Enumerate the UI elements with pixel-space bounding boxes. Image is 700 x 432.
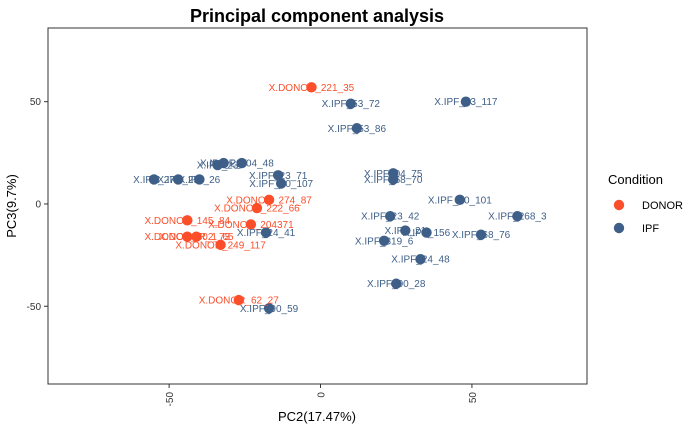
point-label: X.DONOR_222_66 <box>214 204 300 215</box>
legend-title: Condition <box>608 172 663 187</box>
point-ipf <box>512 211 523 222</box>
point-donor <box>306 82 317 93</box>
point-ipf <box>378 235 390 246</box>
point-donor <box>233 294 244 306</box>
point-label: X.DONOR_1_65 <box>159 232 234 243</box>
point-label: X.IPF_04_75 <box>364 169 423 180</box>
point-label: X.IPF_156 <box>403 228 451 239</box>
point-ipf <box>391 278 402 289</box>
point-label: X.DONOR_204371 <box>208 220 294 231</box>
legend: Condition DONOR IPF <box>608 172 683 235</box>
point-ipf <box>275 178 287 189</box>
point-ipf <box>148 174 160 185</box>
point-donor <box>191 231 202 242</box>
point-labels: X.DONOR_221_35 X.DONOR_274_87X.DONOR_222_… <box>133 83 547 315</box>
point-ipf <box>236 157 247 169</box>
point-ipf <box>345 98 357 109</box>
x-axis-label: PC2(17.47%) <box>278 409 356 424</box>
point-ipf <box>388 174 399 185</box>
point-ipf <box>460 96 472 107</box>
point-label: X.IPF_20_107 <box>249 179 313 190</box>
y-tick-label: 0 <box>35 199 41 210</box>
point-ipf <box>415 253 426 265</box>
point-label: X.DONOR_249_117 <box>175 240 266 251</box>
point-donor <box>182 215 193 226</box>
point-ipf <box>384 211 396 222</box>
point-ipf <box>194 174 205 185</box>
point-donor <box>215 239 226 251</box>
point-label: X.DONOR_62_27 <box>199 296 279 307</box>
point-label: X.IPF_24_41 <box>237 228 296 239</box>
point-label: X.IPF_26 <box>179 175 221 186</box>
point-label: X.IPF_23 <box>197 161 239 172</box>
point-label: X.IPF_268_3 <box>488 212 547 223</box>
point-label: X.IPF_53_86 <box>328 124 387 135</box>
point-label: X.IPF_21 <box>384 226 426 237</box>
point-label: X.DONOR_145_84 <box>144 216 230 227</box>
point-label: X.IPF_27 <box>133 175 175 186</box>
legend-key-donor <box>613 199 625 211</box>
plot-panel <box>47 27 588 385</box>
point-label: X.IPF_225 <box>200 159 248 170</box>
point-donor <box>245 219 257 230</box>
x-tick-label: -50 <box>165 392 176 407</box>
legend-label: DONOR <box>642 200 683 212</box>
point-ipf <box>173 174 184 185</box>
point-label: X.IPF_90_28 <box>367 279 426 290</box>
point-label: X.IPF_319_6 <box>355 236 414 247</box>
data-points <box>148 82 523 314</box>
legend-key-ipf <box>613 222 625 234</box>
point-ipf <box>454 194 466 206</box>
point-ipf <box>351 123 363 134</box>
point-label: X.DONOR_221_35 <box>269 83 355 94</box>
point-label: X.IPF_25 <box>157 175 199 186</box>
point-ipf <box>421 227 432 238</box>
point-label: X.IPF_68_76 <box>452 230 511 241</box>
point-label: X.IPF_20_101 <box>428 195 492 206</box>
point-ipf <box>400 225 411 236</box>
point-ipf <box>212 159 223 171</box>
point-label: X.IPF_23_71 <box>249 171 308 182</box>
point-donor <box>251 202 263 214</box>
axis-ticks: -50 0 50 -50 0 50 <box>27 97 479 406</box>
point-ipf <box>475 229 487 240</box>
point-label: X.DONOR_302_73 <box>144 232 230 243</box>
point-ipf <box>272 170 284 181</box>
x-tick-label: 50 <box>468 392 479 404</box>
point-donor <box>182 231 193 242</box>
legend-label: IPF <box>642 223 659 235</box>
y-tick-label: -50 <box>27 302 42 313</box>
point-label: X.IPF_53_72 <box>322 99 381 110</box>
point-label: X.IPF_204_48 <box>210 159 274 170</box>
point-label: X.IPF_24_48 <box>391 255 450 266</box>
point-label: X.IPF_68_70 <box>364 175 423 186</box>
point-donor <box>263 194 275 206</box>
point-label: X.DONOR_274_87 <box>226 195 312 206</box>
point-label: X.IPF_63_117 <box>434 97 498 108</box>
chart-title: Principal component analysis <box>190 6 444 26</box>
y-axis-label: PC3(9.7%) <box>4 174 19 238</box>
point-label: X.IPF_23_42 <box>361 212 420 223</box>
point-label: X.IPF_90_59 <box>240 304 299 315</box>
x-tick-label: 0 <box>317 392 328 398</box>
y-tick-label: 50 <box>30 97 42 108</box>
point-ipf <box>263 303 275 314</box>
point-ipf <box>260 227 272 238</box>
